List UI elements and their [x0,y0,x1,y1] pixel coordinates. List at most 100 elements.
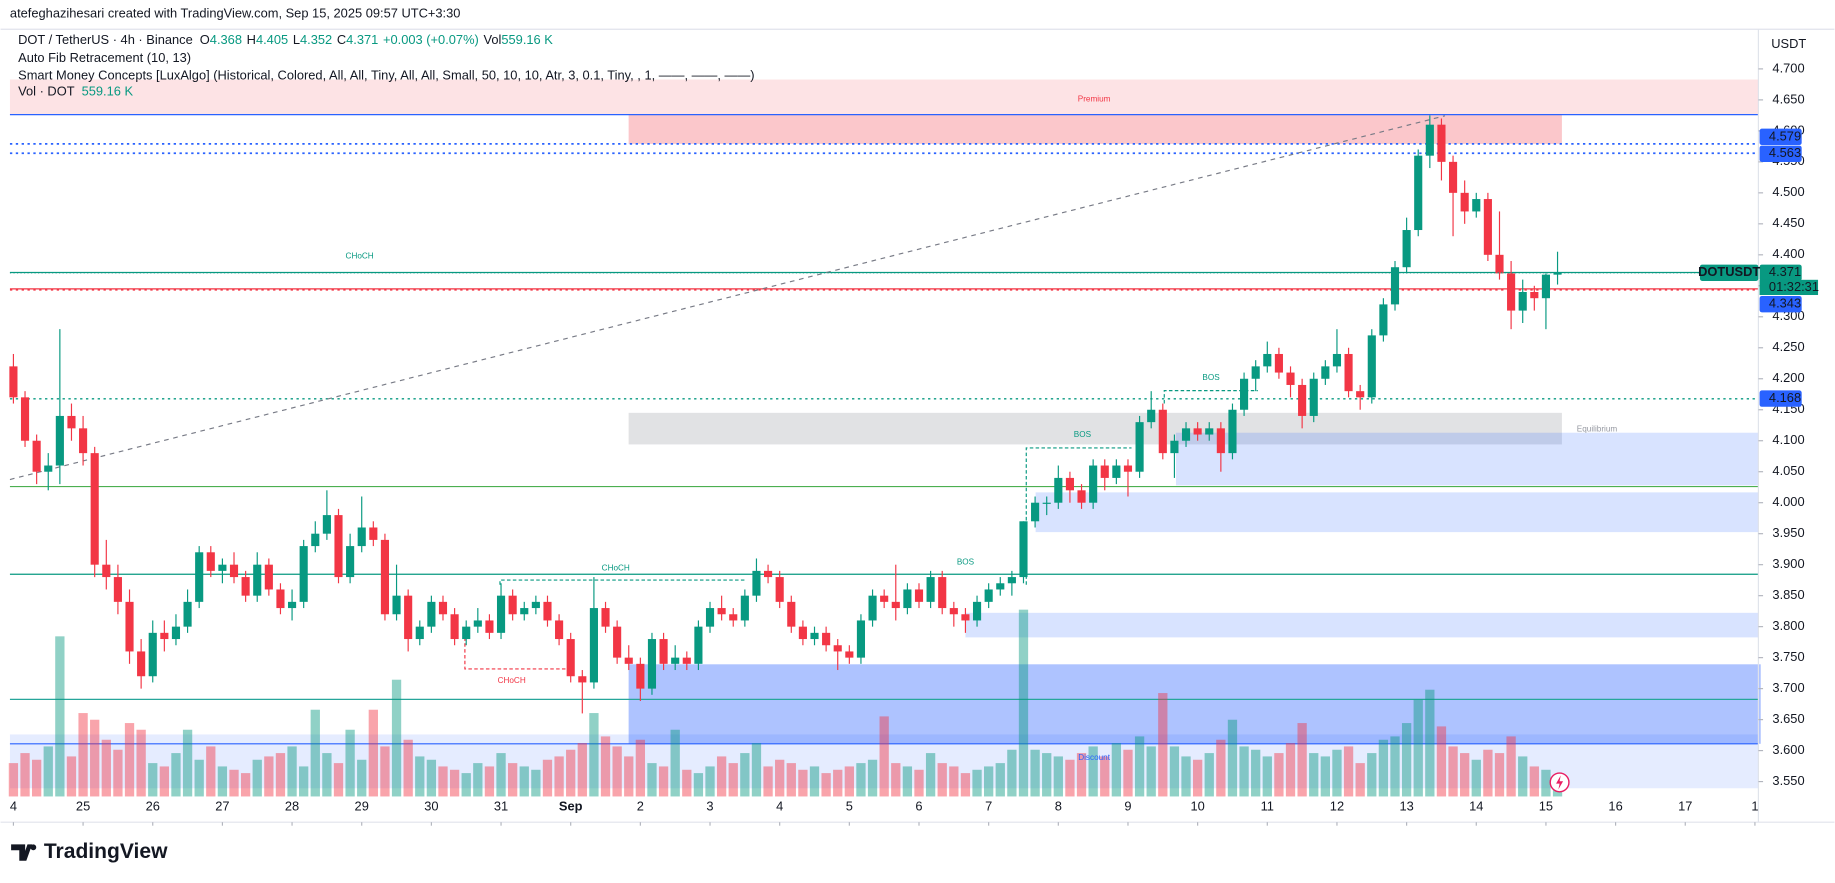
annotation: BOS [1202,373,1220,382]
candle-body [1437,124,1446,162]
volume-bar [1204,753,1214,797]
volume-bar [1158,693,1168,797]
candle-body [624,657,633,664]
volume-bar [682,769,692,797]
candle-body [1170,440,1179,454]
candle-body [264,564,273,590]
x-tick-label: 10 [1190,798,1204,813]
candle-body [1031,502,1040,522]
x-tick-label: 5 [846,798,853,813]
candle-body [380,539,390,615]
candle-body [1379,304,1388,336]
volume-bar [391,679,402,797]
volume-bar [1518,756,1528,797]
candle-body [404,595,413,640]
candle-body [926,577,935,602]
volume-bar [554,756,564,797]
candle-body [1495,254,1504,274]
candle-body [1147,409,1156,423]
candle-body [508,595,517,615]
volume-bar [635,739,646,797]
candle-body [1541,274,1550,299]
value: 559.16 K [82,84,134,99]
volume-bar [879,716,889,797]
candle-body [972,601,982,621]
logo-text: TradingView [44,840,168,863]
volume-bar [751,743,762,797]
volume-bar [206,746,216,797]
y-tick-label: 4.450 [1772,215,1804,230]
volume-bar [1042,753,1052,797]
y-tick-label: 4.250 [1772,339,1804,354]
x-tick-label: Sep [559,798,583,813]
candle-body [682,657,691,664]
candle-body [891,601,900,609]
candle-body [543,601,552,621]
y-tick-label: 4.650 [1772,91,1804,106]
annotation: CHoCH [602,564,630,573]
volume-bar [194,759,204,797]
volume-bar [1262,756,1272,797]
x-tick-label: 16 [1608,798,1622,813]
candle-body [1158,409,1167,454]
order-block-bull [1035,492,1759,533]
candle-body [1425,124,1434,156]
annotation: Equilibrium [1577,424,1618,433]
y-tick-label: 4.200 [1772,370,1804,385]
volume-bar [113,749,123,797]
candle-body [856,620,866,658]
candle-body [880,595,889,602]
volume-bar [519,766,529,797]
volume-bar [925,753,936,797]
volume-bar [171,753,181,797]
volume-bar [1378,739,1389,797]
candle-body [427,601,436,627]
y-tick-label: 3.600 [1772,742,1804,757]
candle-body [1181,428,1191,441]
volume-bar [1088,746,1098,797]
annotation: BOS [957,558,975,567]
volume-bar [1309,753,1319,797]
x-tick-label: 8 [1055,798,1062,813]
candle-body [1007,577,1016,584]
volume-bar [972,769,982,797]
candle-body [1402,230,1411,268]
candle-body [601,608,610,627]
volume-bar [1239,746,1249,797]
annotation: CHoCH [346,251,374,260]
volume-bar [322,753,332,797]
candle-body [346,546,355,578]
bos-marker [1025,447,1132,585]
volume-bar [148,763,158,797]
volume-bar [357,759,367,797]
candle-body [369,527,378,540]
candle-body [438,601,448,615]
candle-body [1321,366,1330,379]
y-tick-label: 4.100 [1772,432,1804,447]
candle-body [1332,353,1342,367]
price-badge [1759,128,1802,146]
label: O [200,32,210,47]
y-tick-label: 4.000 [1772,494,1804,509]
candle-body [357,527,366,547]
volume-bar [984,766,994,797]
symbol-badge-label: DOTUSDT [1698,264,1760,279]
candle-body [996,583,1005,590]
volume-bar [287,746,297,797]
candle-body [729,614,738,621]
volume-bar [891,763,901,797]
smc-zones [9,79,1761,789]
candle-body [183,601,192,627]
candle-body [1344,353,1353,392]
y-tick-label: 3.650 [1772,711,1804,726]
label: H [247,32,256,47]
alert-bolt [1556,775,1564,790]
volume-bar [136,729,146,797]
candle-body [613,626,622,658]
candle-body [520,608,529,615]
order-block-bull [1175,432,1759,486]
volume-bar [90,719,100,797]
volume-bar [1460,753,1470,797]
countdown-badge [1759,279,1819,296]
